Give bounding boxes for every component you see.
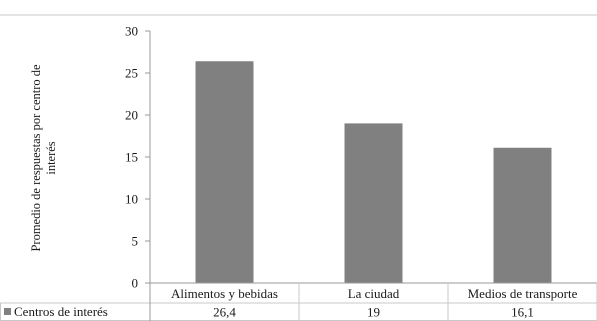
data-table-value: 19 [367, 305, 380, 320]
legend-series-name: Centros de interés [14, 304, 108, 319]
y-tick-label: 20 [125, 108, 138, 123]
data-table: Alimentos y bebidas La ciudad Medios de tr… [0, 282, 597, 321]
y-axis-label-line-1: Promedio de respuestas por centro de [29, 64, 43, 252]
y-tick-label: 10 [125, 192, 138, 207]
bar [344, 123, 403, 284]
bar [195, 61, 254, 283]
x-category-label: Alimentos y bebidas [171, 286, 278, 301]
y-ticks: 0 5 10 15 20 25 30 [125, 24, 150, 291]
bars [195, 61, 552, 284]
x-category-label: Medios de transporte [468, 286, 578, 301]
y-tick-label: 25 [125, 66, 138, 81]
y-tick-label: 30 [125, 24, 138, 39]
y-axis-label: Promedio de respuestas por centro de int… [29, 64, 58, 252]
y-tick-label: 15 [125, 150, 138, 165]
x-category-label: La ciudad [348, 286, 400, 301]
bar [493, 147, 552, 283]
legend-swatch [4, 308, 11, 315]
data-table-value: 26,4 [213, 305, 236, 320]
y-tick-label: 5 [132, 234, 139, 249]
y-tick-label: 0 [132, 276, 139, 291]
data-table-value: 16,1 [511, 305, 534, 320]
y-axis-label-line-2: interés [44, 141, 58, 174]
